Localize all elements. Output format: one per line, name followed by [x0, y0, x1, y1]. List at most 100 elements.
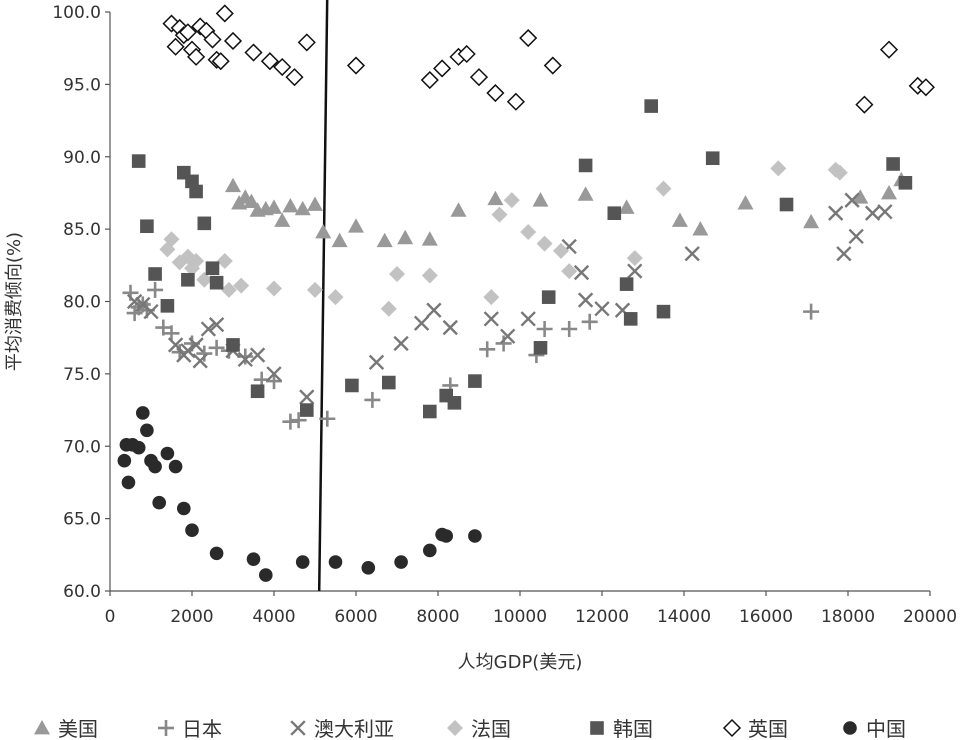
data-point — [196, 271, 213, 288]
data-point — [519, 28, 538, 48]
data-point — [226, 338, 240, 352]
data-point — [266, 373, 282, 390]
data-point — [623, 312, 638, 326]
data-point — [282, 413, 299, 430]
x-mark-b — [627, 263, 643, 279]
data-point — [121, 475, 136, 490]
data-point — [439, 529, 454, 543]
x-mark-b — [844, 192, 860, 208]
data-point — [185, 523, 199, 538]
data-point — [266, 280, 282, 297]
y-tick-label: 75.0 — [63, 365, 101, 385]
x-tick-label: 2000 — [170, 607, 213, 627]
data-point — [368, 354, 385, 370]
data-point — [163, 231, 180, 248]
legend-label: 美国 — [58, 717, 98, 740]
data-point — [770, 160, 787, 177]
series-group — [131, 99, 913, 419]
legend-item: 英国 — [722, 717, 788, 740]
data-point — [307, 196, 323, 211]
data-point — [196, 345, 213, 362]
y-axis: 60.0 65.0 70.0 75.0 80.0 85.0 90.0 95.0 100.0 — [52, 3, 111, 602]
x-mark-b — [848, 228, 864, 245]
data-point — [200, 321, 217, 337]
data-point — [160, 299, 175, 313]
data-point — [420, 70, 439, 90]
data-point — [300, 403, 314, 417]
data-point — [223, 31, 243, 51]
x-tick-label: 8000 — [416, 607, 459, 627]
data-point — [848, 228, 864, 245]
data-point — [209, 546, 224, 561]
data-point — [506, 92, 525, 111]
data-point — [433, 59, 452, 78]
data-point — [192, 353, 208, 369]
data-point — [447, 396, 462, 410]
data-point — [148, 267, 162, 281]
data-point — [594, 301, 610, 317]
data-point — [737, 195, 754, 210]
legend-marker — [158, 720, 174, 736]
x-tick-label: 12000 — [575, 607, 629, 627]
data-point — [426, 302, 442, 318]
data-point — [483, 311, 499, 327]
data-point — [282, 197, 299, 213]
data-point — [532, 192, 549, 207]
x-mark-b — [135, 296, 151, 313]
data-point — [140, 219, 154, 234]
data-point — [364, 391, 381, 408]
data-point — [260, 52, 279, 71]
x-tick-label: 0 — [105, 607, 116, 627]
data-point — [274, 212, 291, 227]
data-point — [208, 339, 225, 356]
data-point — [619, 277, 634, 291]
x-mark-b — [426, 302, 442, 318]
data-point — [178, 23, 197, 42]
legend-marker — [722, 718, 742, 738]
data-point — [380, 300, 397, 317]
data-point — [328, 555, 343, 569]
data-point — [450, 202, 467, 217]
data-point — [644, 99, 658, 113]
x-mark-b — [573, 264, 590, 281]
data-point — [852, 189, 869, 204]
data-point — [561, 321, 578, 338]
data-point — [468, 529, 482, 543]
x-mark-b — [188, 337, 204, 353]
data-point — [553, 242, 569, 259]
data-point — [561, 263, 578, 280]
x-mark-b — [500, 328, 516, 344]
data-point — [855, 95, 874, 114]
data-point — [520, 311, 536, 327]
data-point — [167, 337, 184, 353]
data-point — [220, 281, 237, 298]
data-point — [684, 246, 700, 262]
data-point — [152, 495, 166, 510]
data-point — [656, 304, 671, 319]
data-point — [163, 325, 180, 342]
x-tick-label: 6000 — [334, 607, 377, 627]
data-point — [177, 501, 191, 516]
data-point — [250, 384, 265, 399]
data-point — [421, 267, 438, 284]
legend-item: 日本 — [158, 717, 222, 740]
data-point — [297, 33, 316, 52]
data-point — [877, 204, 893, 220]
data-point — [886, 157, 900, 171]
data-point — [503, 192, 520, 209]
data-point — [126, 293, 143, 310]
data-point — [376, 232, 393, 248]
x-mark-b — [368, 354, 385, 370]
data-point — [803, 303, 820, 320]
x-mark-b — [143, 303, 159, 320]
data-point — [536, 321, 553, 338]
data-point — [136, 406, 150, 420]
x-mark-b — [180, 343, 196, 359]
data-point — [533, 341, 548, 355]
data-point — [479, 341, 496, 358]
data-point — [577, 292, 594, 308]
data-point — [864, 205, 881, 221]
data-point — [188, 337, 204, 353]
data-point — [491, 206, 508, 223]
legend-item: 美国 — [34, 717, 98, 740]
